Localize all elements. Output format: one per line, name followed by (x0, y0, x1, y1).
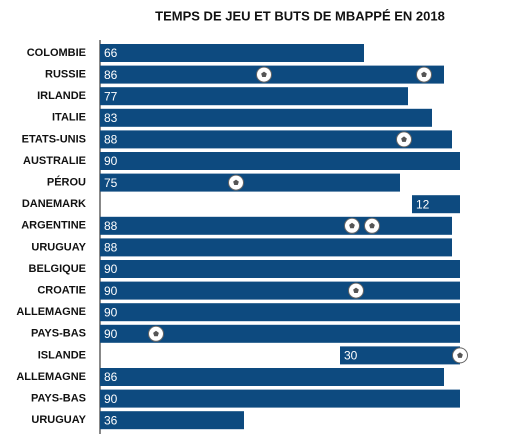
bar (100, 216, 452, 235)
goal-ball (452, 347, 468, 364)
bar (100, 44, 364, 62)
category-label: IRLANDE (37, 90, 86, 102)
category-label: BELGIQUE (29, 263, 86, 275)
goal-ball (344, 217, 360, 234)
goal-ball (348, 282, 364, 299)
category-label: PÉROU (47, 176, 86, 189)
value-label: 90 (104, 305, 118, 319)
bar (340, 346, 460, 365)
value-label: 88 (104, 133, 118, 147)
category-label: ARGENTINE (21, 220, 86, 232)
bar (100, 152, 460, 170)
bar (100, 368, 444, 386)
ball-patch (457, 352, 463, 358)
value-label: 75 (104, 176, 118, 190)
bar (100, 303, 460, 322)
value-label: 86 (104, 68, 118, 82)
bar (100, 281, 460, 300)
value-label: 90 (104, 392, 118, 406)
category-label: DANEMARK (22, 198, 86, 210)
value-label: 90 (104, 154, 118, 168)
value-label: 88 (104, 219, 118, 233)
value-label: 88 (104, 241, 118, 255)
category-label: PAYS-BAS (31, 328, 86, 340)
goal-ball (416, 66, 432, 83)
bar (100, 238, 452, 257)
value-label: 36 (104, 413, 118, 427)
ball-patch (261, 71, 267, 78)
category-label: ALLEMAGNE (16, 306, 86, 318)
goal-ball (228, 174, 244, 191)
bar (100, 87, 408, 106)
value-label: 90 (104, 262, 118, 276)
bar (412, 195, 460, 214)
value-label: 12 (416, 197, 430, 211)
value-label: 77 (104, 89, 118, 103)
category-label: AUSTRALIE (23, 155, 86, 167)
ball-patch (369, 222, 375, 229)
bar (100, 411, 244, 430)
chart-title: TEMPS DE JEU ET BUTS DE MBAPPÉ EN 2018 (155, 8, 445, 23)
value-label: 30 (344, 349, 358, 363)
category-label: ALLEMAGNE (16, 371, 86, 383)
bar (100, 130, 452, 149)
ball-patch (233, 179, 239, 186)
category-label: PAYS-BAS (31, 393, 86, 405)
value-label: 86 (104, 370, 118, 384)
category-label: URUGUAY (31, 414, 86, 426)
value-label: 90 (104, 327, 118, 341)
value-label: 90 (104, 284, 118, 298)
category-label: COLOMBIE (27, 47, 86, 59)
ball-patch (353, 287, 359, 294)
ball-patch (349, 222, 355, 229)
goal-ball (256, 66, 272, 83)
ball-patch (401, 136, 407, 142)
goal-ball (148, 325, 164, 342)
bar (100, 389, 460, 408)
bar (100, 108, 432, 127)
bar (100, 324, 460, 343)
value-label: 66 (104, 46, 118, 60)
ball-patch (421, 71, 427, 78)
category-label: ITALIE (52, 112, 86, 124)
category-label: URUGUAY (31, 241, 86, 253)
category-label: CROATIE (37, 285, 86, 297)
bar (100, 260, 460, 278)
category-label: ISLANDE (38, 349, 86, 361)
value-label: 83 (104, 111, 118, 125)
ball-patch (153, 330, 159, 337)
category-label: ETATS-UNIS (22, 133, 86, 145)
bar (100, 173, 400, 192)
goal-ball (364, 217, 380, 234)
goal-ball (396, 131, 412, 148)
category-label: RUSSIE (45, 69, 86, 81)
